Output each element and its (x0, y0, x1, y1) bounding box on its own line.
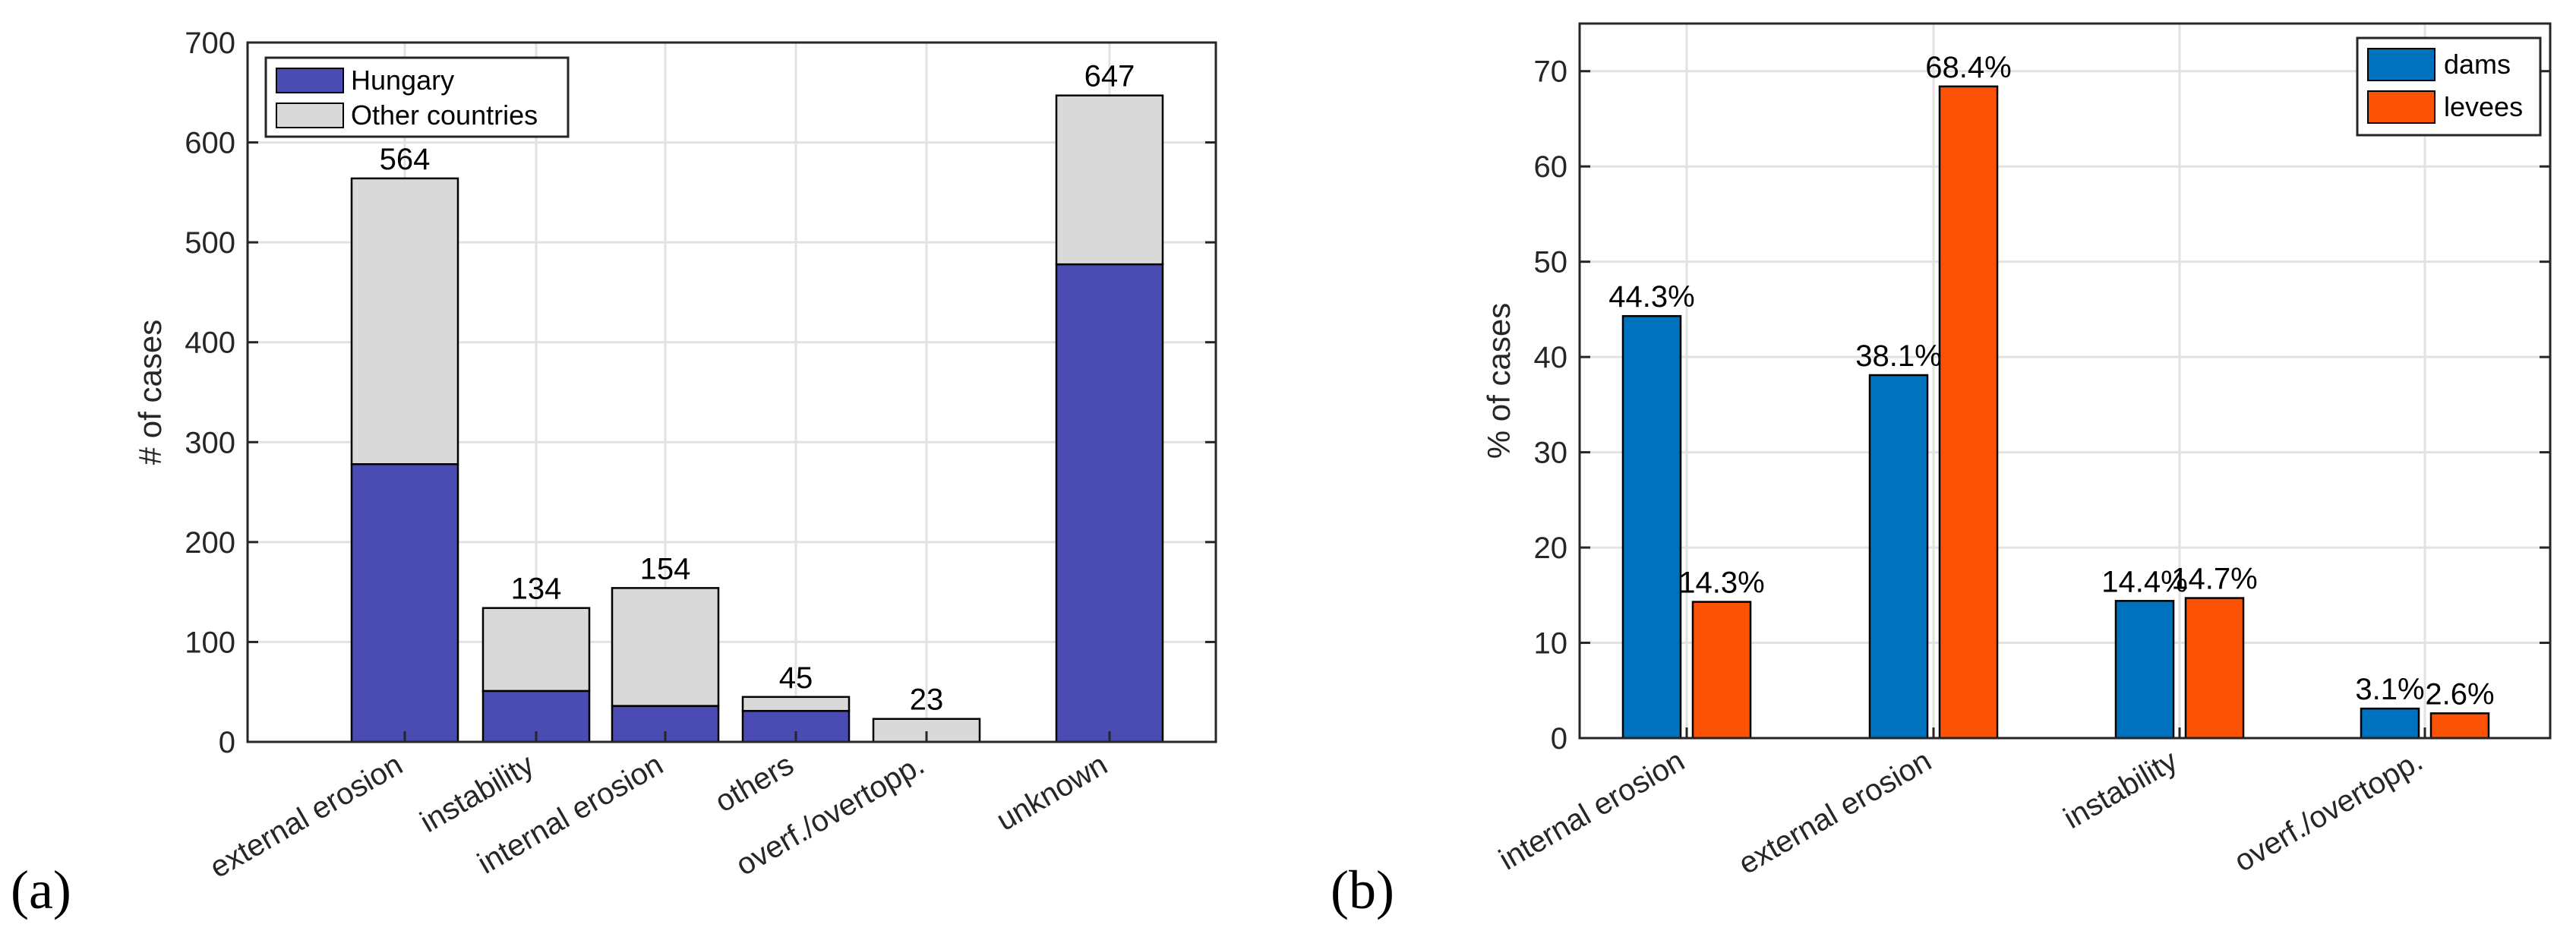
bar-dams (2114, 600, 2175, 740)
bar-hungary (1055, 263, 1164, 743)
y-tick-label: 100 (185, 626, 235, 659)
legend-label: dams (2444, 49, 2511, 80)
chart-a: 564 134 154 45 23 647 0 100 200 300 400 500 600 700 ex… (132, 27, 1217, 885)
legend-swatch (2367, 48, 2436, 81)
data-label: 68.4% (1925, 51, 2011, 84)
x-tick-label: overf./overtopp. (2229, 744, 2429, 879)
y-tick-label: 700 (185, 27, 235, 60)
x-tick-label: unknown (991, 748, 1113, 838)
y-tick-label: 60 (1534, 150, 1568, 184)
bar-dams (1868, 374, 1929, 740)
y-axis-label-b: % of cases (1481, 303, 1517, 459)
bar-other-countries (1055, 94, 1164, 266)
x-tick-label: internal erosion (1494, 744, 1690, 877)
total-label: 45 (779, 661, 813, 695)
data-label: 38.1% (1855, 339, 1941, 373)
bar-other-countries (741, 696, 851, 712)
data-label: 14.7% (2171, 563, 2257, 596)
bar-levees (2429, 712, 2490, 740)
legend-swatch (276, 103, 344, 128)
bar-hungary (350, 462, 459, 743)
total-label: 154 (640, 552, 691, 585)
y-tick-label: 500 (185, 226, 235, 260)
y-tick-label: 200 (185, 526, 235, 560)
data-label: 3.1% (2355, 673, 2424, 706)
y-tick-label: 600 (185, 127, 235, 160)
legend-swatch (2367, 90, 2436, 124)
bar-other-countries (611, 587, 720, 707)
legend-label: Hungary (351, 65, 454, 96)
data-label: 2.6% (2425, 677, 2494, 711)
panel-label-a: (a) (11, 860, 71, 920)
bar-levees (2184, 597, 2245, 740)
y-tick-label: 40 (1534, 341, 1568, 374)
axes-box-b (1578, 22, 2552, 740)
panel-label-b: (b) (1331, 860, 1394, 920)
axes-box-a (246, 41, 1217, 743)
bar-dams (2360, 707, 2420, 740)
y-tick-label: 50 (1534, 246, 1568, 279)
data-label: 14.4% (2101, 565, 2187, 598)
total-label: 647 (1084, 60, 1135, 93)
data-label: 14.3% (1678, 566, 1764, 600)
x-tick-label: instability (2058, 744, 2183, 835)
y-tick-label: 70 (1534, 55, 1568, 89)
y-tick-label: 10 (1534, 627, 1568, 661)
legend-label: Other countries (351, 99, 538, 131)
y-tick-label: 300 (185, 426, 235, 459)
total-label: 23 (910, 683, 944, 717)
bar-dams (1621, 314, 1682, 740)
data-label: 44.3% (1608, 280, 1694, 314)
legend-swatch (276, 68, 344, 93)
total-label: 564 (380, 143, 431, 176)
bar-levees (1691, 601, 1752, 740)
x-tick-label: others (709, 748, 799, 819)
y-tick-label: 400 (185, 327, 235, 360)
total-label: 134 (511, 573, 562, 606)
bar-other-countries (350, 177, 459, 465)
y-tick-label: 0 (219, 726, 235, 759)
y-tick-label: 20 (1534, 532, 1568, 565)
y-axis-label-a: # of cases (132, 320, 168, 465)
x-tick-label: external erosion (204, 748, 408, 885)
y-tick-label: 30 (1534, 437, 1568, 470)
x-tick-label: external erosion (1733, 744, 1937, 881)
bar-other-countries (481, 607, 591, 693)
y-tick-label: 0 (1551, 722, 1567, 756)
bar-levees (1938, 85, 1999, 740)
chart-b: 44.3% 14.3% 38.1% 68.4% 14.4%14.7% 3.1% 2.6% 0 1… (1481, 22, 2552, 881)
legend-label: levees (2444, 91, 2523, 122)
